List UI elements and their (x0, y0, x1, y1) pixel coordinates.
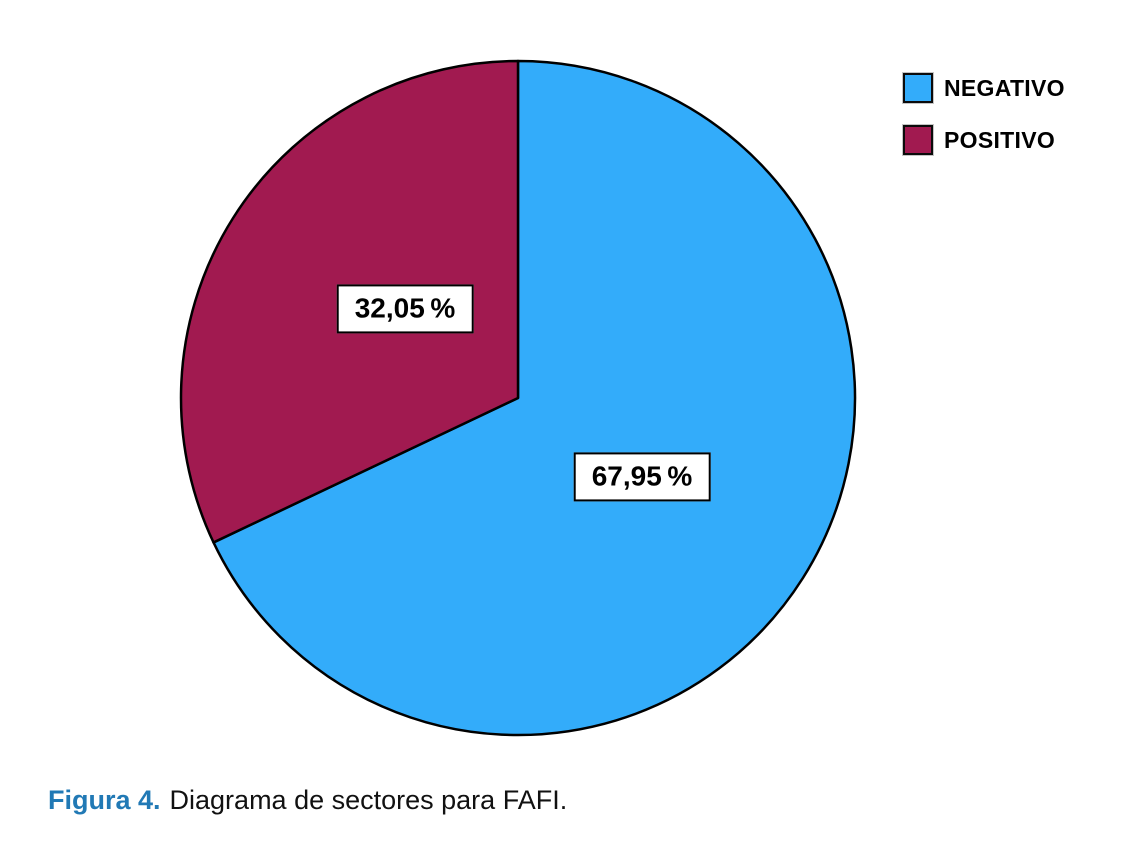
pie-chart-svg (179, 59, 857, 737)
figure-caption: Figura 4. Diagrama de sectores para FAFI. (48, 785, 567, 816)
legend-item-positivo: POSITIVO (903, 125, 1065, 155)
legend-label-negativo: NEGATIVO (944, 74, 1065, 101)
figure-caption-label: Figura 4. (48, 785, 161, 815)
legend-swatch-negativo-icon (903, 73, 933, 103)
legend-item-negativo: NEGATIVO (903, 73, 1065, 103)
legend: NEGATIVO POSITIVO (903, 73, 1065, 155)
figure-caption-text: Diagrama de sectores para FAFI. (169, 785, 568, 815)
pie-slice-negativo (212, 59, 857, 737)
legend-swatch-positivo-icon (903, 125, 933, 155)
pie-chart (178, 58, 858, 738)
slice-label-positivo: 32,05 % (336, 284, 474, 334)
legend-label-positivo: POSITIVO (944, 126, 1056, 153)
slice-label-negativo: 67,95 % (573, 452, 711, 502)
